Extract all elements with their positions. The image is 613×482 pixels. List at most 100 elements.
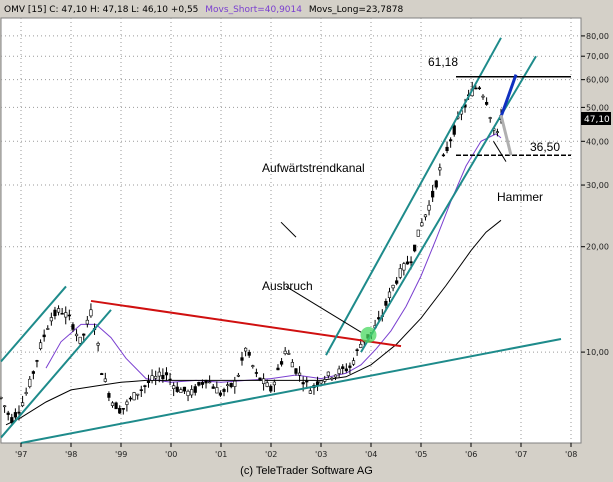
candle-body bbox=[344, 368, 348, 372]
candle-body bbox=[74, 333, 79, 337]
candle-body bbox=[121, 408, 125, 410]
x-tick-label: '01 bbox=[215, 450, 227, 459]
candle-body bbox=[103, 378, 107, 382]
candle-body bbox=[449, 139, 453, 142]
candle-body bbox=[308, 390, 312, 394]
candle-body bbox=[154, 376, 158, 379]
candle-body bbox=[197, 382, 201, 386]
candle-body bbox=[290, 362, 294, 368]
candle-body bbox=[283, 350, 287, 355]
candle-body bbox=[222, 389, 226, 392]
y-tick-label: 60,00 bbox=[586, 76, 609, 85]
candle-body bbox=[56, 308, 61, 313]
candle-body bbox=[60, 312, 64, 315]
x-tick-label: '03 bbox=[315, 450, 327, 459]
annotation-aufwaertstrendkanal: Aufwärtstrendkanal bbox=[262, 161, 365, 175]
x-tick-label: '00 bbox=[165, 450, 177, 459]
x-axis: '97 '98 '99 '00 '01 '02 '03 '04 '05 '06 '07 '08 bbox=[15, 443, 577, 459]
candle-body bbox=[236, 374, 241, 377]
candle-body bbox=[395, 280, 399, 284]
pointer-ausbruch bbox=[285, 286, 362, 333]
candle-body bbox=[445, 146, 449, 151]
candle-body bbox=[13, 412, 17, 418]
candle-body bbox=[477, 87, 482, 90]
candle-body bbox=[495, 131, 500, 133]
candle-body bbox=[96, 343, 100, 346]
candle-body bbox=[24, 392, 28, 394]
candle-body bbox=[247, 351, 251, 356]
trend-channel-1997-lower bbox=[0, 309, 112, 439]
candle-body bbox=[265, 382, 269, 387]
candle-body bbox=[128, 397, 133, 400]
candle-body bbox=[64, 312, 68, 318]
candle-body bbox=[287, 353, 291, 355]
candle-body bbox=[434, 180, 438, 188]
x-tick-label: '97 bbox=[15, 450, 27, 459]
candle-body bbox=[42, 334, 46, 338]
last-price-marker: 47,10 bbox=[581, 112, 611, 125]
y-tick-label: 10,00 bbox=[586, 348, 609, 357]
candle-body bbox=[272, 381, 276, 386]
candle-body bbox=[2, 405, 7, 408]
annotation-ausbruch: Ausbruch bbox=[262, 279, 313, 293]
candle-body bbox=[168, 378, 172, 381]
candle-body bbox=[53, 309, 57, 317]
y-tick-label: 50,00 bbox=[586, 103, 609, 112]
candle-body bbox=[427, 204, 431, 211]
candle-body bbox=[398, 268, 402, 278]
candle-body bbox=[143, 385, 147, 387]
x-tick-label: '02 bbox=[265, 450, 277, 459]
candle-body bbox=[323, 379, 327, 382]
candle-body bbox=[136, 393, 140, 396]
candle-body bbox=[351, 360, 356, 365]
candle-body bbox=[409, 261, 413, 264]
candle-body bbox=[387, 291, 392, 298]
candle-body bbox=[355, 349, 359, 352]
candle-body bbox=[28, 378, 32, 387]
annotation-61-18: 61,18 bbox=[428, 55, 458, 69]
header-movs-short: Movs_Short=40,9014 bbox=[205, 5, 302, 15]
candle-body bbox=[441, 154, 446, 157]
candle-body bbox=[405, 261, 410, 265]
candle-body bbox=[139, 389, 143, 391]
ma-line-movs-short bbox=[45, 133, 502, 383]
candle-body bbox=[17, 411, 21, 414]
candle-body bbox=[175, 386, 179, 392]
grid bbox=[1, 18, 581, 443]
uptrend-channel-lower bbox=[360, 55, 537, 353]
candle-body bbox=[294, 368, 298, 374]
candle-body bbox=[485, 101, 489, 105]
copyright-text: (c) TeleTrader Software AG bbox=[240, 465, 373, 477]
candle-body bbox=[35, 360, 39, 362]
header-text: OMV [15] C: 47,10 H: 47,18 L: 46,10 +0,5… bbox=[4, 5, 403, 15]
x-tick-label: '06 bbox=[465, 450, 477, 459]
candle-body bbox=[402, 263, 406, 271]
candle-body bbox=[78, 336, 82, 344]
candle-body bbox=[297, 372, 302, 376]
candle-body bbox=[423, 214, 428, 218]
candle-body bbox=[190, 389, 194, 396]
pointer-aufwaertstrendkanal bbox=[280, 221, 297, 238]
x-tick-label: '98 bbox=[65, 450, 77, 459]
candle-body bbox=[164, 372, 169, 376]
candle-body bbox=[85, 319, 89, 325]
candle-body bbox=[208, 381, 212, 384]
candle-body bbox=[31, 371, 35, 374]
moving-averages bbox=[5, 133, 502, 426]
candle-body bbox=[301, 382, 305, 385]
candle-body bbox=[49, 317, 53, 322]
candle-body bbox=[326, 371, 330, 377]
candle-body bbox=[71, 324, 75, 330]
candle-body bbox=[215, 387, 219, 394]
candle-body bbox=[226, 384, 230, 386]
projection-arrow-gray bbox=[499, 114, 513, 156]
projection-arrow-blue bbox=[499, 74, 518, 118]
chart-frame bbox=[0, 17, 582, 444]
candle-body bbox=[218, 392, 223, 396]
candle-body bbox=[204, 379, 208, 384]
candle-body bbox=[413, 244, 417, 252]
x-tick-label: '99 bbox=[115, 450, 127, 459]
trend-channel-1997-upper bbox=[0, 285, 67, 363]
x-tick-label: '04 bbox=[365, 450, 377, 459]
